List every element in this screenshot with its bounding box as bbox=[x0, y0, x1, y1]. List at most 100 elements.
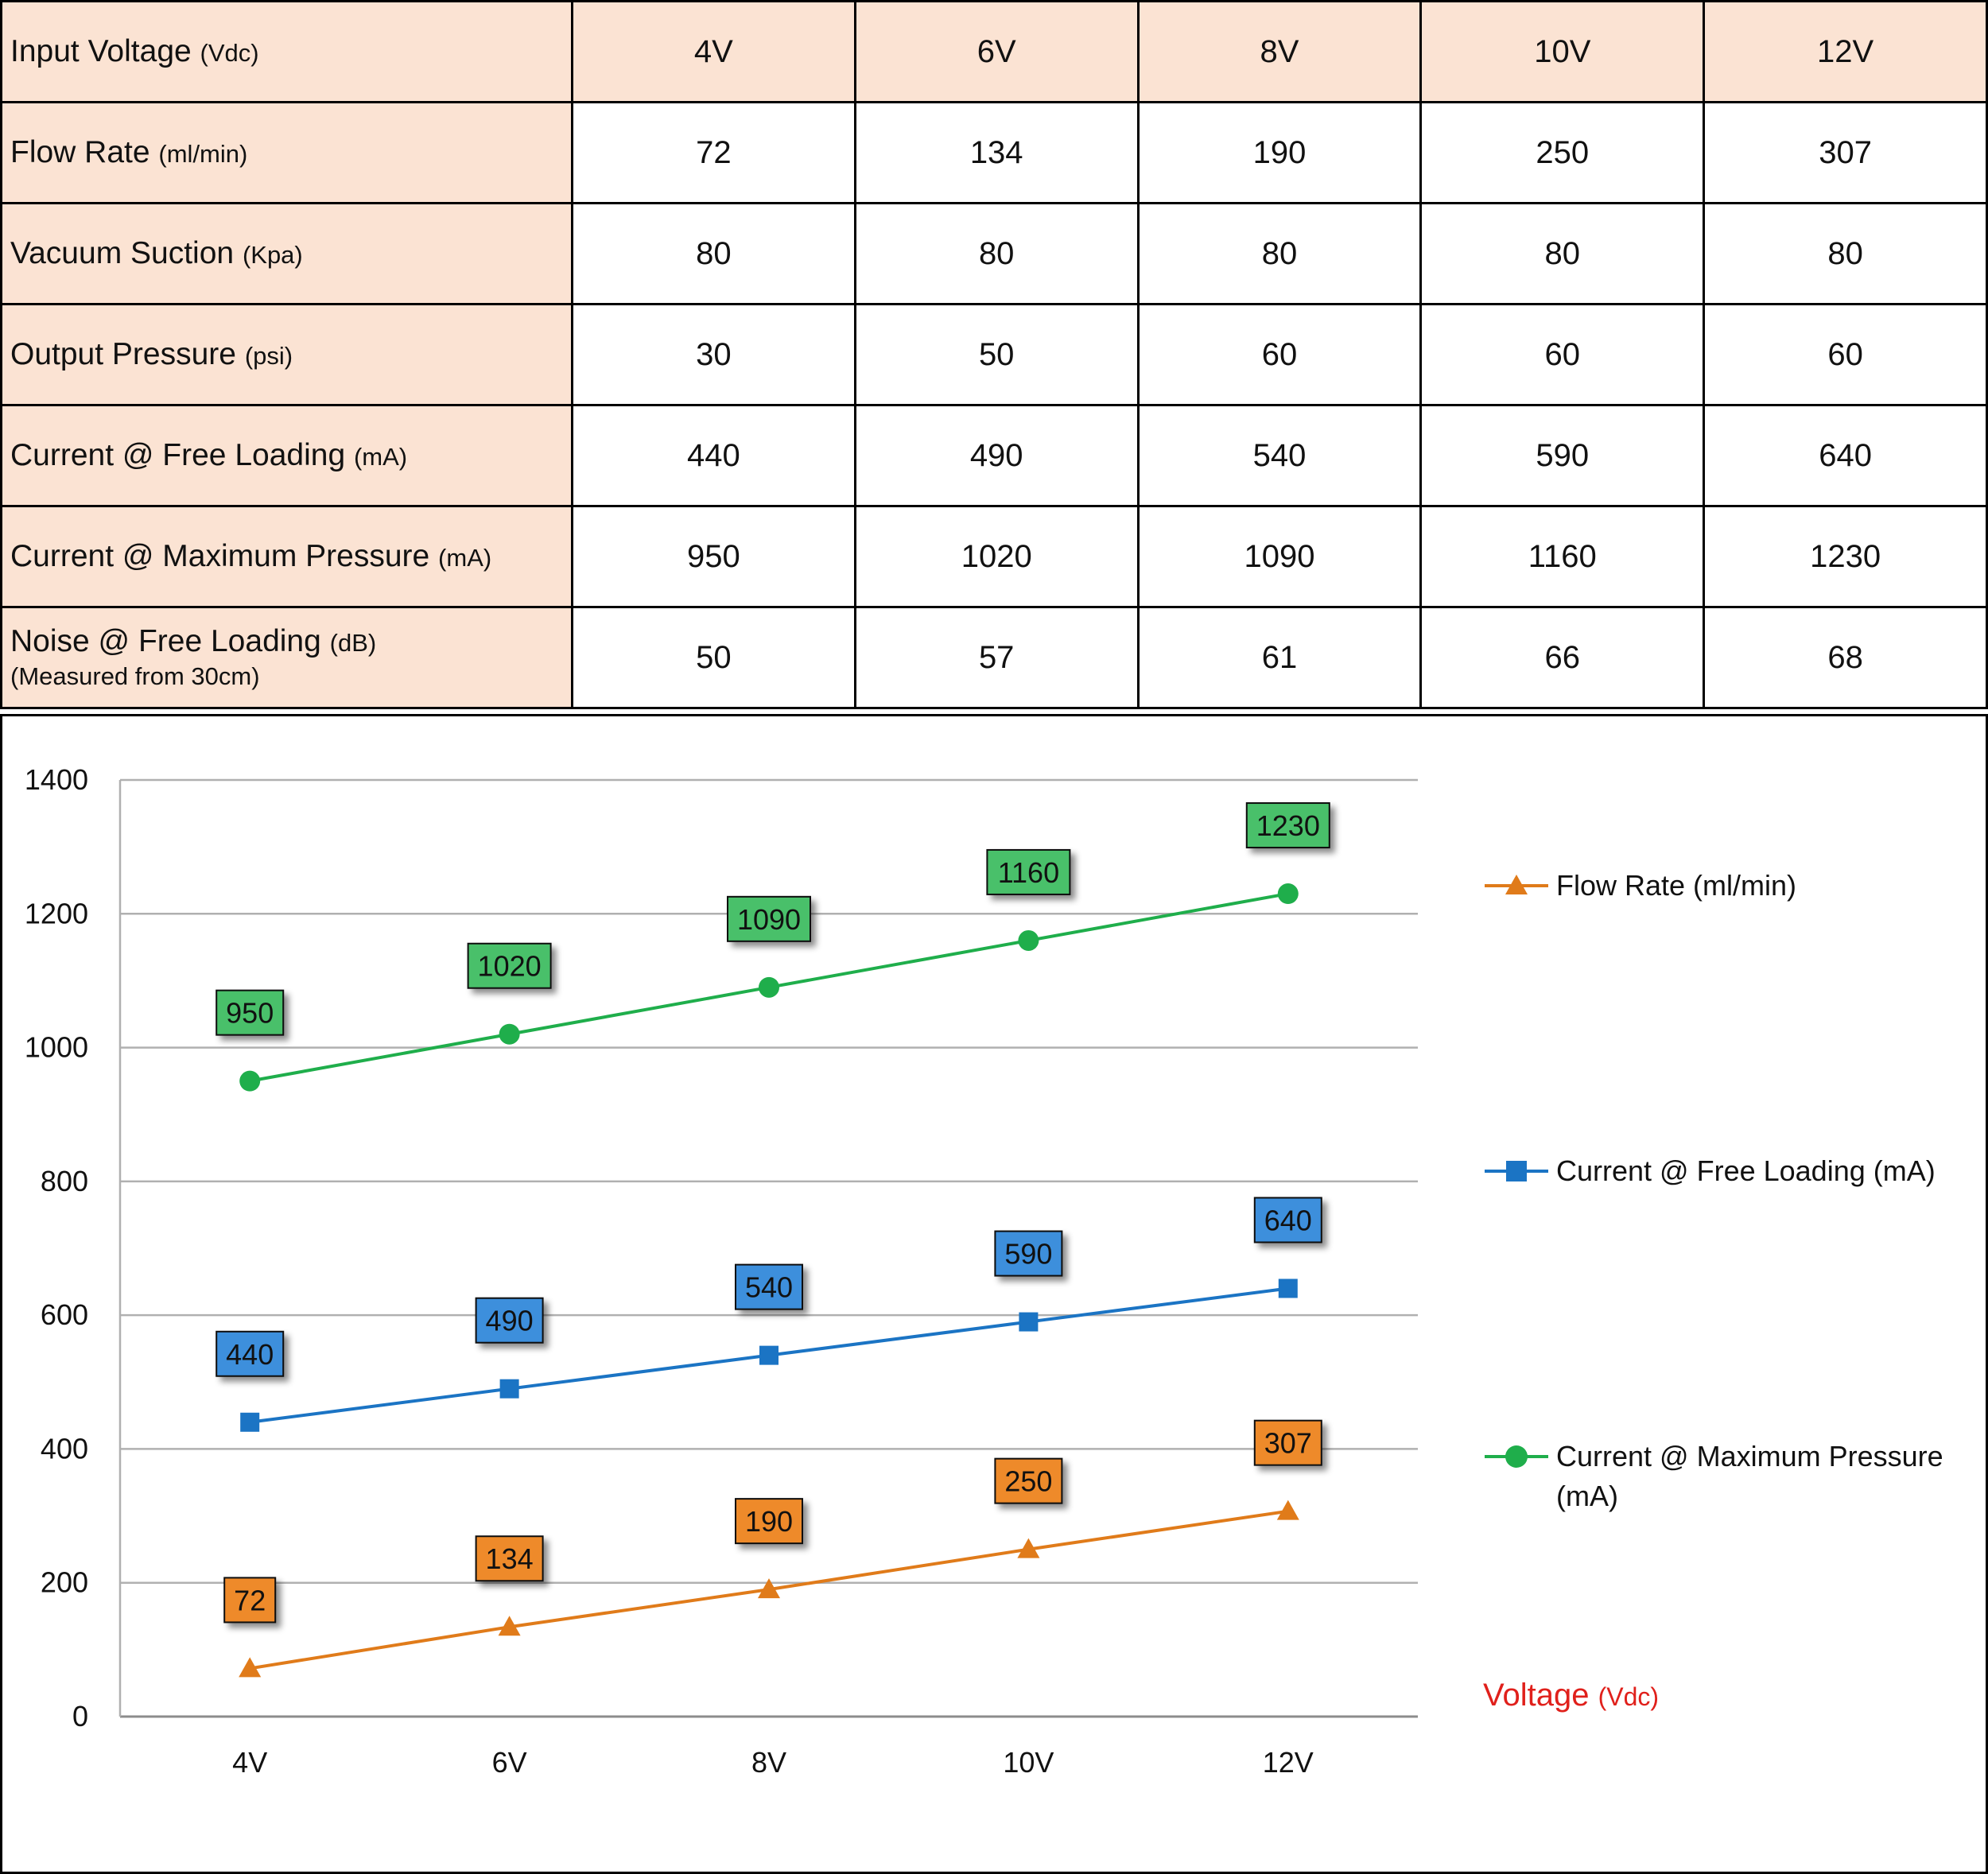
row-unit: (ml/min) bbox=[158, 140, 248, 168]
x-tick-label: 6V bbox=[492, 1746, 527, 1779]
data-label: 307 bbox=[1264, 1427, 1312, 1460]
row-unit: (Kpa) bbox=[242, 241, 303, 269]
data-label: 1020 bbox=[478, 950, 542, 983]
data-label-box bbox=[727, 895, 811, 942]
x-tick-label: 4V bbox=[232, 1746, 267, 1779]
data-label: 250 bbox=[1004, 1465, 1052, 1498]
y-tick-label: 1400 bbox=[25, 763, 88, 796]
data-label: 540 bbox=[745, 1271, 793, 1304]
data-label-box bbox=[1253, 1197, 1322, 1244]
table-cell: 1090 bbox=[1136, 505, 1423, 608]
data-label-box bbox=[223, 1577, 277, 1624]
data-label: 1160 bbox=[998, 856, 1059, 889]
y-tick-label: 0 bbox=[72, 1700, 88, 1732]
data-point bbox=[1277, 883, 1299, 905]
line-chart: 0 200 400 600 800 1000 1200 1400 4V 6V 8V 10V 12V 72 1… bbox=[25, 763, 1943, 1779]
table-cell: 80 bbox=[571, 202, 856, 305]
data-label: 190 bbox=[745, 1505, 793, 1538]
data-point bbox=[1018, 929, 1039, 951]
table-cell: 250 bbox=[1419, 101, 1706, 204]
legend-label: Current @ Maximum Pressure (mA) bbox=[1556, 1440, 1943, 1512]
data-label-box bbox=[1245, 802, 1330, 849]
x-tick-label: 8V bbox=[751, 1746, 786, 1779]
y-tick-label: 800 bbox=[41, 1165, 88, 1197]
y-tick-label: 200 bbox=[41, 1566, 88, 1599]
table-cell: 50 bbox=[853, 303, 1140, 406]
table-cell: 60 bbox=[1419, 303, 1706, 406]
data-point bbox=[499, 1023, 520, 1045]
data-label: 134 bbox=[486, 1542, 534, 1575]
data-label-box bbox=[986, 848, 1071, 895]
data-label: 72 bbox=[234, 1584, 266, 1616]
table-cell: 540 bbox=[1136, 404, 1423, 507]
table-cell: 66 bbox=[1419, 606, 1706, 709]
column-header: 6V bbox=[853, 0, 1140, 103]
legend-label: Current @ Free Loading (mA) bbox=[1556, 1154, 1936, 1187]
data-label-box bbox=[215, 1330, 285, 1377]
row-header: Output Pressure (psi) bbox=[0, 303, 573, 406]
row-unit: (psi) bbox=[244, 342, 293, 370]
row-unit: (mA) bbox=[353, 443, 408, 471]
table-row: Vacuum Suction (Kpa) 80 80 80 80 80 bbox=[0, 202, 1988, 305]
column-header: 8V bbox=[1136, 0, 1423, 103]
row-header: Current @ Free Loading (mA) bbox=[0, 404, 573, 507]
table-cell: 60 bbox=[1136, 303, 1423, 406]
row-label: Vacuum Suction bbox=[10, 236, 243, 270]
data-point bbox=[1278, 1278, 1298, 1298]
data-point bbox=[759, 1345, 779, 1365]
data-point bbox=[758, 1578, 780, 1599]
table-cell: 190 bbox=[1136, 101, 1423, 204]
table-cell: 134 bbox=[853, 101, 1140, 204]
row-label: Output Pressure bbox=[10, 337, 245, 371]
table-cell: 1020 bbox=[853, 505, 1140, 608]
column-header: 10V bbox=[1419, 0, 1706, 103]
table-row: Flow Rate (ml/min) 72 134 190 250 307 bbox=[0, 101, 1988, 204]
table-cell: 80 bbox=[1136, 202, 1423, 305]
table-row: Current @ Maximum Pressure (mA) 950 1020 10… bbox=[0, 505, 1988, 608]
row-header: Noise @ Free Loading (dB) (Measured from … bbox=[0, 606, 573, 709]
data-point bbox=[499, 1379, 519, 1399]
table-cell: 80 bbox=[853, 202, 1140, 305]
table-cell: 1160 bbox=[1419, 505, 1706, 608]
row-header: Vacuum Suction (Kpa) bbox=[0, 202, 573, 305]
data-point bbox=[1017, 1538, 1040, 1558]
data-point bbox=[498, 1616, 521, 1636]
data-label-box bbox=[994, 1457, 1063, 1504]
data-label: 490 bbox=[486, 1305, 534, 1337]
table-row: Noise @ Free Loading (dB) (Measured from … bbox=[0, 606, 1988, 709]
table-cell: 80 bbox=[1703, 202, 1988, 305]
input-voltage-header: Input Voltage (Vdc) bbox=[0, 0, 573, 103]
row-header: Current @ Maximum Pressure (mA) bbox=[0, 505, 573, 608]
data-label: 950 bbox=[226, 997, 274, 1030]
table-cell: 440 bbox=[571, 404, 856, 507]
table-cell: 57 bbox=[853, 606, 1140, 709]
table-cell: 61 bbox=[1136, 606, 1423, 709]
table-cell: 60 bbox=[1703, 303, 1988, 406]
data-label-box bbox=[467, 942, 552, 989]
y-tick-label: 600 bbox=[41, 1298, 88, 1331]
table-cell: 950 bbox=[571, 505, 856, 608]
table-cell: 1230 bbox=[1703, 505, 1988, 608]
data-point bbox=[240, 1412, 260, 1432]
table-cell: 490 bbox=[853, 404, 1140, 507]
data-point bbox=[759, 976, 779, 998]
table-cell: 50 bbox=[571, 606, 856, 709]
data-label-box bbox=[475, 1297, 544, 1344]
row-unit: (mA) bbox=[438, 544, 492, 572]
table-cell: 80 bbox=[1419, 202, 1706, 305]
row-note: (Measured from 30cm) bbox=[10, 662, 260, 690]
legend-marker bbox=[1505, 1445, 1528, 1468]
table-row: Current @ Free Loading (mA) 440 490 540 590 6… bbox=[0, 404, 1988, 507]
column-header: 4V bbox=[571, 0, 856, 103]
legend-label: Flow Rate (ml/min) bbox=[1556, 869, 1796, 902]
x-tick-label: 12V bbox=[1263, 1746, 1314, 1779]
table-cell: 307 bbox=[1703, 101, 1988, 204]
row-label: Noise @ Free Loading bbox=[10, 624, 330, 658]
data-point bbox=[1019, 1312, 1039, 1332]
y-tick-label: 400 bbox=[41, 1432, 88, 1465]
data-point bbox=[1276, 1500, 1299, 1520]
data-label: 1090 bbox=[737, 903, 801, 936]
data-label-box bbox=[1253, 1419, 1322, 1466]
table-cell: 640 bbox=[1703, 404, 1988, 507]
data-label: 1230 bbox=[1256, 809, 1320, 842]
